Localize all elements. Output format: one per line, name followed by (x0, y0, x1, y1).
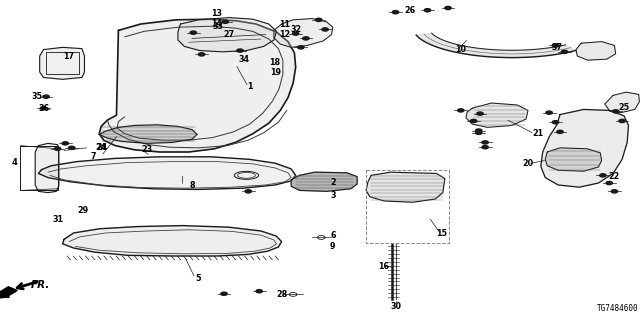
Polygon shape (63, 226, 282, 256)
Circle shape (552, 44, 559, 47)
Polygon shape (40, 47, 84, 79)
Circle shape (245, 190, 252, 193)
Text: 1: 1 (247, 82, 252, 91)
Text: 5: 5 (196, 274, 201, 283)
Text: 26: 26 (404, 6, 415, 15)
Text: 21: 21 (532, 129, 543, 138)
Text: 3: 3 (330, 191, 335, 200)
Text: 28: 28 (276, 290, 287, 299)
Polygon shape (274, 19, 333, 47)
Polygon shape (99, 19, 296, 152)
Circle shape (190, 31, 196, 34)
Text: 24: 24 (97, 143, 108, 152)
Text: 33: 33 (212, 22, 223, 31)
Text: 14: 14 (211, 19, 222, 28)
Circle shape (62, 142, 68, 145)
Circle shape (68, 146, 75, 149)
Circle shape (43, 95, 49, 98)
Text: 9: 9 (330, 242, 335, 251)
Circle shape (600, 174, 606, 177)
Circle shape (237, 49, 243, 52)
Circle shape (552, 121, 559, 124)
Circle shape (482, 146, 488, 149)
Text: 27: 27 (223, 30, 235, 39)
Polygon shape (178, 18, 276, 52)
Text: 15: 15 (436, 229, 447, 238)
Text: 13: 13 (211, 9, 222, 18)
Polygon shape (416, 33, 576, 58)
Text: 29: 29 (77, 206, 89, 215)
Text: 8: 8 (189, 181, 195, 190)
Polygon shape (99, 125, 197, 143)
Text: TG7484600: TG7484600 (597, 304, 639, 313)
Circle shape (303, 37, 309, 40)
Circle shape (606, 181, 612, 185)
Circle shape (222, 20, 228, 23)
Text: 6: 6 (330, 231, 335, 240)
Polygon shape (291, 172, 357, 191)
Text: 12: 12 (279, 30, 291, 39)
Circle shape (458, 109, 464, 112)
Text: 4: 4 (12, 158, 18, 167)
Text: 2: 2 (330, 178, 335, 187)
Circle shape (256, 290, 262, 293)
Circle shape (298, 46, 304, 49)
Circle shape (476, 131, 482, 134)
Circle shape (470, 119, 477, 123)
Text: 7: 7 (90, 152, 95, 161)
Circle shape (561, 50, 568, 53)
Circle shape (292, 32, 299, 35)
Text: 11: 11 (279, 20, 291, 29)
Text: 37: 37 (551, 43, 563, 52)
Circle shape (476, 129, 482, 132)
Text: 24: 24 (95, 143, 107, 152)
Polygon shape (466, 103, 528, 127)
Polygon shape (38, 157, 296, 189)
Text: 31: 31 (52, 215, 63, 224)
Bar (46, 52, 79, 74)
Text: 22: 22 (609, 172, 620, 180)
Circle shape (557, 130, 563, 133)
Circle shape (477, 112, 483, 115)
Text: 19: 19 (269, 68, 281, 76)
Circle shape (54, 147, 61, 150)
Polygon shape (541, 109, 628, 187)
Circle shape (424, 9, 431, 12)
Text: 25: 25 (618, 103, 630, 112)
Circle shape (322, 28, 328, 31)
Circle shape (221, 292, 227, 295)
Text: 34: 34 (239, 55, 250, 64)
Text: FR.: FR. (31, 280, 50, 291)
Circle shape (316, 18, 322, 21)
Polygon shape (576, 42, 616, 60)
Circle shape (546, 111, 552, 114)
Text: 18: 18 (269, 58, 281, 67)
Polygon shape (545, 148, 602, 171)
Circle shape (612, 110, 619, 113)
Circle shape (198, 53, 205, 56)
Text: 36: 36 (38, 104, 49, 113)
Bar (366, 170, 449, 243)
Text: 10: 10 (455, 45, 467, 54)
Polygon shape (605, 92, 639, 113)
Text: 17: 17 (63, 52, 75, 60)
Circle shape (482, 141, 488, 144)
FancyArrow shape (0, 287, 17, 298)
Circle shape (445, 6, 451, 10)
Circle shape (392, 11, 399, 14)
Bar (20, 146, 58, 190)
Circle shape (611, 190, 618, 193)
Text: 16: 16 (378, 262, 390, 271)
Text: 35: 35 (31, 92, 43, 101)
Text: 30: 30 (390, 302, 401, 311)
Text: 32: 32 (290, 25, 301, 34)
Text: 23: 23 (141, 145, 153, 154)
Text: 20: 20 (522, 159, 534, 168)
Polygon shape (35, 143, 59, 193)
Circle shape (619, 119, 625, 123)
Circle shape (40, 107, 47, 110)
Polygon shape (366, 172, 445, 202)
